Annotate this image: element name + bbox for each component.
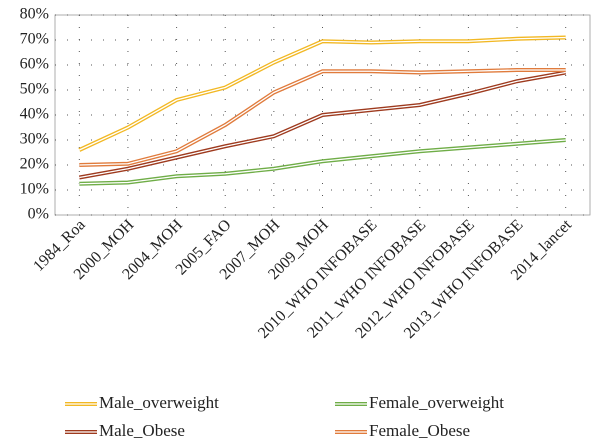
legend: Male_overweight Female_overweight Male_Obe… — [65, 393, 504, 440]
y-tick-label: 80% — [20, 6, 49, 23]
series-line-inner — [79, 71, 566, 179]
y-tick-label: 20% — [20, 156, 49, 173]
series-line — [79, 68, 566, 167]
series-line-inner — [79, 36, 566, 151]
y-tick-label: 40% — [20, 106, 49, 123]
series-line-inner — [79, 69, 566, 166]
y-tick-label: 70% — [20, 31, 49, 48]
y-tick-label: 0% — [28, 206, 49, 223]
legend-label: Male_overweight — [99, 393, 219, 412]
y-tick-label: 60% — [20, 56, 49, 73]
y-tick-label: 50% — [20, 81, 49, 98]
y-tick-label: 10% — [20, 181, 49, 198]
series-line — [78, 35, 566, 152]
y-tick-label: 30% — [20, 131, 49, 148]
legend-label: Female_overweight — [369, 393, 504, 412]
legend-label: Female_Obese — [369, 421, 470, 440]
series-line-inner — [79, 139, 566, 185]
legend-label: Male_Obese — [99, 421, 185, 440]
